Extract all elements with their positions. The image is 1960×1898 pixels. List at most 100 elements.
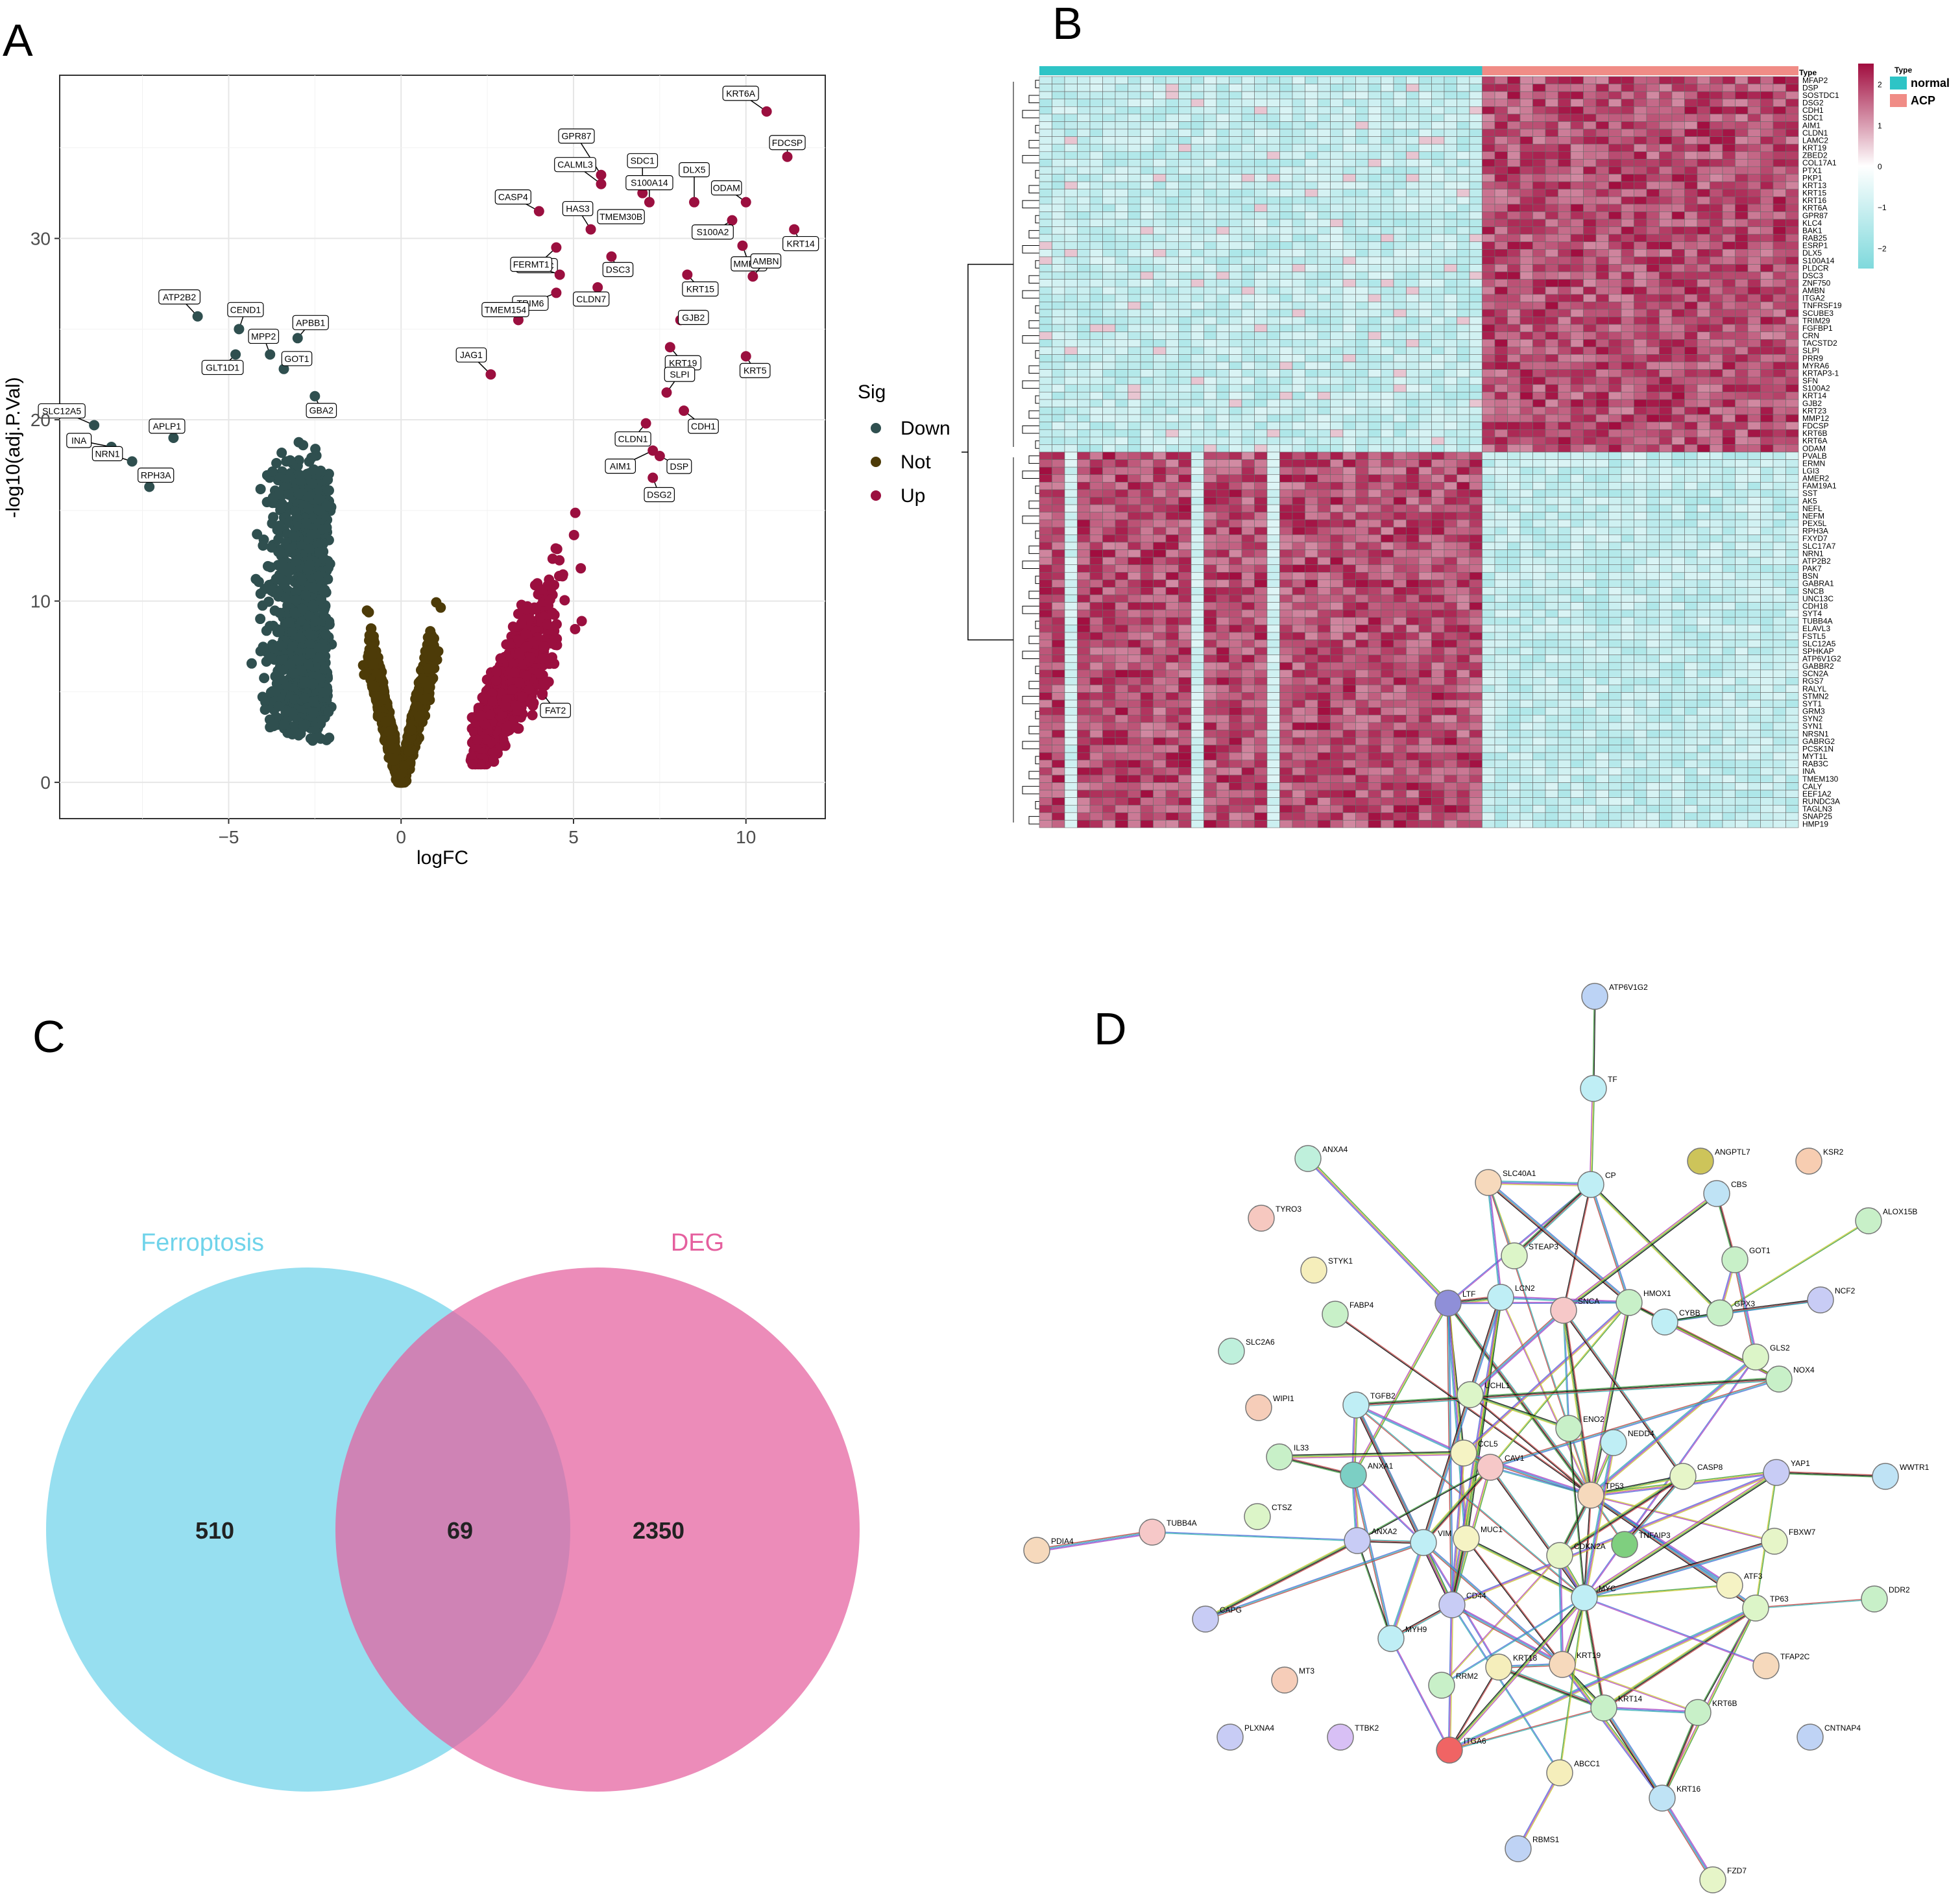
- point-down: [302, 468, 313, 479]
- point-up: [544, 594, 555, 605]
- point-down: [304, 638, 315, 649]
- point-not: [361, 605, 372, 616]
- point-up: [570, 623, 581, 634]
- point-up: [547, 553, 558, 564]
- point-down: [274, 640, 285, 651]
- point-not: [375, 673, 386, 684]
- point-not: [387, 743, 398, 754]
- point-down: [306, 529, 317, 540]
- point-down: [267, 466, 278, 477]
- point-up: [517, 691, 528, 703]
- point-down: [313, 494, 324, 505]
- point-down: [263, 596, 274, 607]
- point-not: [403, 746, 414, 757]
- point-down: [302, 491, 313, 502]
- point-not: [406, 725, 417, 736]
- point-down: [300, 719, 311, 730]
- point-down: [308, 599, 319, 610]
- point-up: [570, 507, 581, 518]
- point-down: [285, 455, 296, 466]
- point-down: [266, 542, 277, 553]
- point-not: [359, 669, 370, 680]
- point-down: [319, 664, 330, 675]
- point-up: [527, 710, 538, 721]
- point-down: [319, 553, 330, 564]
- point-up: [559, 595, 570, 606]
- point-up: [576, 616, 587, 627]
- point-up: [537, 584, 548, 595]
- point-down: [259, 673, 270, 684]
- point-not: [393, 769, 404, 780]
- point-down: [255, 483, 266, 494]
- point-down: [289, 531, 300, 542]
- point-down: [261, 625, 272, 636]
- point-not: [399, 760, 410, 771]
- point-down: [304, 543, 315, 554]
- point-down: [291, 555, 302, 566]
- point-up: [516, 618, 527, 629]
- point-not: [380, 694, 391, 705]
- point-not: [435, 602, 446, 613]
- point-down: [266, 652, 277, 663]
- point-down: [324, 732, 335, 743]
- point-down: [287, 641, 298, 652]
- point-down: [268, 721, 279, 732]
- point-down: [297, 603, 308, 614]
- point-up: [551, 544, 563, 555]
- point-down: [252, 529, 263, 540]
- point-down: [322, 474, 333, 485]
- point-down: [304, 560, 315, 571]
- point-down: [314, 652, 325, 663]
- point-down: [274, 626, 285, 637]
- point-down: [295, 632, 306, 643]
- point-down: [277, 557, 288, 568]
- point-down: [253, 576, 264, 587]
- point-down: [323, 485, 334, 496]
- point-down: [298, 675, 309, 686]
- point-not: [368, 659, 379, 670]
- point-down: [287, 667, 298, 679]
- point-down: [315, 505, 326, 516]
- point-down: [271, 686, 282, 697]
- point-not: [369, 680, 380, 691]
- point-down: [322, 686, 333, 697]
- point-up: [568, 529, 579, 540]
- point-down: [305, 648, 316, 659]
- point-down: [280, 707, 291, 718]
- point-down: [267, 518, 278, 529]
- point-down: [274, 607, 285, 618]
- point-down: [246, 658, 257, 669]
- point-down: [272, 587, 284, 598]
- point-not: [422, 663, 433, 674]
- point-not: [413, 711, 424, 722]
- point-down: [304, 629, 315, 640]
- point-not: [422, 676, 433, 687]
- point-up: [557, 571, 568, 582]
- panel-label-a: A: [3, 15, 33, 66]
- point-down: [265, 562, 276, 573]
- point-not: [368, 631, 379, 642]
- point-down: [273, 573, 284, 584]
- point-down: [278, 664, 289, 675]
- point-up: [521, 604, 532, 615]
- point-down: [295, 728, 306, 739]
- point-down: [304, 456, 315, 467]
- point-down: [300, 590, 311, 601]
- point-not: [380, 716, 391, 727]
- point-down: [321, 629, 332, 640]
- point-down: [317, 524, 328, 535]
- point-not: [427, 651, 438, 662]
- point-not: [425, 636, 436, 647]
- point-not: [412, 701, 423, 712]
- point-up: [495, 653, 506, 664]
- point-down: [313, 570, 324, 581]
- point-down: [284, 543, 295, 554]
- point-not: [363, 648, 374, 659]
- point-down: [299, 693, 310, 704]
- point-down: [308, 696, 319, 707]
- point-down: [258, 642, 269, 653]
- point-up: [511, 722, 522, 733]
- point-down: [293, 437, 304, 448]
- point-down: [308, 707, 319, 718]
